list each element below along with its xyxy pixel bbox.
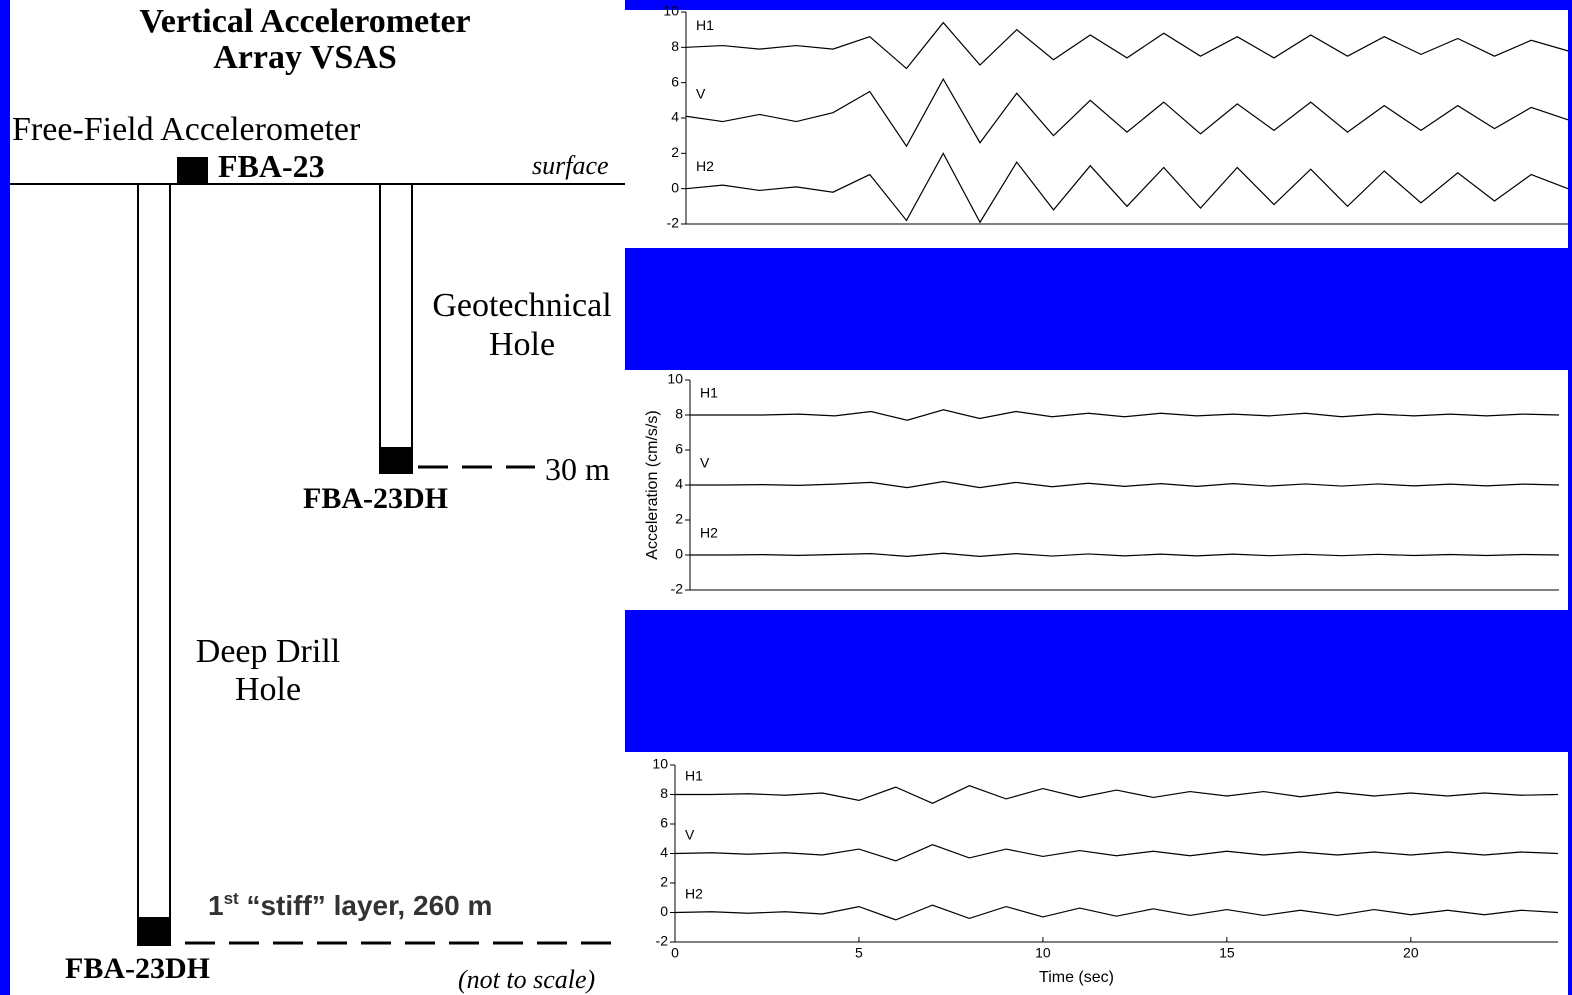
- sensor: [138, 917, 170, 945]
- series-label: H1: [685, 768, 703, 784]
- y-axis-label: Acceleration (cm/s/s): [644, 410, 661, 559]
- y-tick-label: 0: [675, 546, 683, 562]
- y-tick-label: 8: [671, 38, 679, 54]
- series-label: H2: [696, 158, 714, 174]
- y-tick-label: 6: [671, 73, 679, 89]
- trace: [690, 480, 1560, 489]
- surface-label: surface: [532, 151, 609, 180]
- series-label: V: [700, 455, 710, 471]
- trace: [690, 409, 1560, 421]
- y-tick-label: 4: [660, 844, 668, 860]
- sensor-label: FBA-23DH: [303, 482, 448, 515]
- series-label: H1: [700, 385, 718, 401]
- y-tick-label: 2: [675, 511, 683, 527]
- y-tick-label: 4: [675, 476, 683, 492]
- y-tick-label: 6: [675, 441, 683, 457]
- y-tick-label: 8: [660, 785, 668, 801]
- y-tick-label: 10: [667, 371, 683, 387]
- y-tick-label: 10: [652, 756, 668, 772]
- hole-label: Deep Drill: [196, 633, 340, 670]
- trace: [690, 552, 1560, 558]
- note: (not to scale): [458, 965, 595, 994]
- x-tick-label: 0: [671, 945, 679, 961]
- annotation: 1st “stiff” layer, 260 m: [208, 889, 492, 921]
- deep-hole: [137, 183, 171, 946]
- y-tick-label: 10: [663, 3, 679, 19]
- geotech-hole: [379, 183, 413, 474]
- y-tick-label: 2: [671, 144, 679, 160]
- y-tick-label: 8: [675, 406, 683, 422]
- x-tick-label: 20: [1403, 945, 1419, 961]
- annotation-text: “stiff” layer, 260 m: [239, 890, 493, 921]
- sensor-label: FBA-23: [218, 148, 325, 184]
- y-tick-label: 0: [660, 903, 668, 919]
- trace: [674, 904, 1559, 921]
- y-tick-label: 0: [671, 179, 679, 195]
- sensor-label: FBA-23DH: [65, 952, 210, 985]
- trace: [685, 77, 1569, 148]
- trace: [685, 152, 1569, 224]
- title: Array VSAS: [213, 39, 397, 76]
- y-tick-label: -2: [671, 581, 684, 597]
- series-label: V: [685, 827, 695, 843]
- title: Vertical Accelerometer: [139, 3, 470, 40]
- hole-label: Hole: [489, 326, 555, 363]
- x-tick-label: 15: [1219, 945, 1235, 961]
- free-field-label: Free-Field Accelerometer: [12, 111, 361, 148]
- trace: [674, 844, 1559, 862]
- chart-panel: [625, 752, 1568, 995]
- y-tick-label: 2: [660, 874, 668, 890]
- y-tick-label: -2: [656, 933, 669, 949]
- chart-panel: [625, 10, 1568, 248]
- trace: [685, 21, 1569, 70]
- series-label: H1: [696, 17, 714, 33]
- chart-panel: [625, 370, 1568, 610]
- y-tick-label: 4: [671, 109, 679, 125]
- hole-label: Hole: [235, 671, 301, 708]
- x-tick-label: 10: [1035, 945, 1051, 961]
- series-label: V: [696, 86, 706, 102]
- y-tick-label: -2: [667, 215, 680, 231]
- series-label: H2: [685, 886, 703, 902]
- sensor: [177, 157, 208, 184]
- y-tick-label: 6: [660, 815, 668, 831]
- series-label: H2: [700, 525, 718, 541]
- x-axis-label: Time (sec): [1039, 969, 1114, 986]
- hole-label: Geotechnical: [432, 287, 611, 324]
- diagram-panel: [10, 0, 625, 995]
- trace: [675, 785, 1559, 805]
- annotation-number: 1: [208, 890, 224, 921]
- annotation-sup: st: [224, 889, 239, 908]
- sensor: [380, 447, 412, 473]
- depth-label: 30 m: [545, 451, 610, 487]
- x-tick-label: 5: [855, 945, 863, 961]
